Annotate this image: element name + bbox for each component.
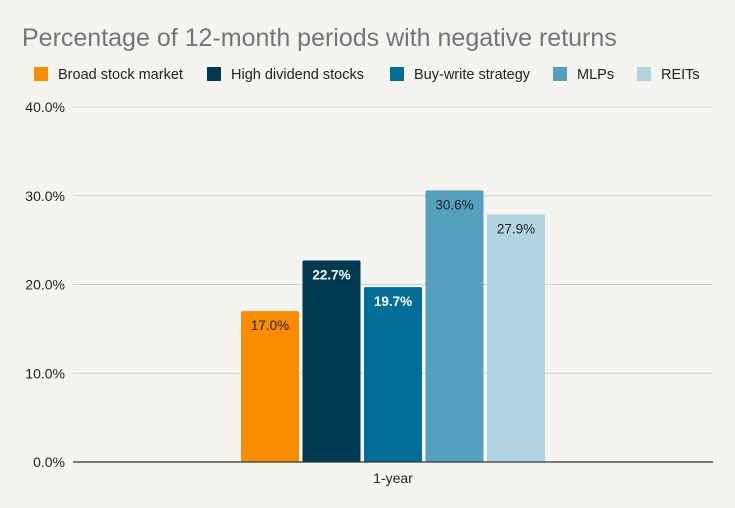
- chart-title: Percentage of 12-month periods with nega…: [22, 24, 617, 52]
- legend-label: MLPs: [577, 67, 614, 83]
- data-label-high-dividend-stocks: 22.7%: [312, 268, 350, 283]
- legend-label: Broad stock market: [58, 67, 183, 83]
- legend-swatch: [553, 67, 567, 81]
- bar-buy-write-strategy: [364, 287, 422, 462]
- bars: [241, 190, 545, 463]
- bar-broad-stock-market: [241, 311, 299, 462]
- y-tick-label: 10.0%: [25, 365, 65, 381]
- y-tick-label: 40.0%: [25, 99, 65, 115]
- legend-label: REITs: [661, 67, 700, 83]
- data-label-buy-write-strategy: 19.7%: [374, 294, 412, 309]
- legend-item-reits: REITs: [637, 67, 700, 83]
- legend: Broad stock market High dividend stocks Bu…: [34, 67, 700, 83]
- legend-swatch: [34, 67, 48, 81]
- legend-item-high-dividend-stocks: High dividend stocks: [207, 67, 364, 83]
- data-labels: 17.0% 22.7% 19.7% 30.6% 27.9%: [251, 197, 535, 333]
- legend-swatch: [637, 67, 651, 81]
- legend-label: High dividend stocks: [231, 67, 364, 83]
- bar-reits: [487, 214, 545, 462]
- x-axis: 1-year: [373, 470, 413, 486]
- legend-swatch: [390, 67, 404, 81]
- legend-swatch: [207, 67, 221, 81]
- x-category-label: 1-year: [373, 470, 413, 486]
- data-label-reits: 27.9%: [497, 221, 535, 236]
- data-label-mlps: 30.6%: [435, 197, 473, 212]
- y-tick-label: 0.0%: [33, 454, 65, 470]
- data-label-broad-stock-market: 17.0%: [251, 318, 289, 333]
- legend-label: Buy-write strategy: [414, 67, 531, 83]
- y-axis: 0.0% 10.0% 20.0% 30.0% 40.0%: [25, 99, 65, 470]
- legend-item-broad-stock-market: Broad stock market: [34, 67, 183, 83]
- y-tick-label: 30.0%: [25, 188, 65, 204]
- y-tick-label: 20.0%: [25, 277, 65, 293]
- legend-item-buy-write-strategy: Buy-write strategy: [390, 67, 531, 83]
- bar-high-dividend-stocks: [302, 260, 361, 462]
- legend-item-mlps: MLPs: [553, 67, 614, 83]
- bar-mlps: [425, 190, 484, 463]
